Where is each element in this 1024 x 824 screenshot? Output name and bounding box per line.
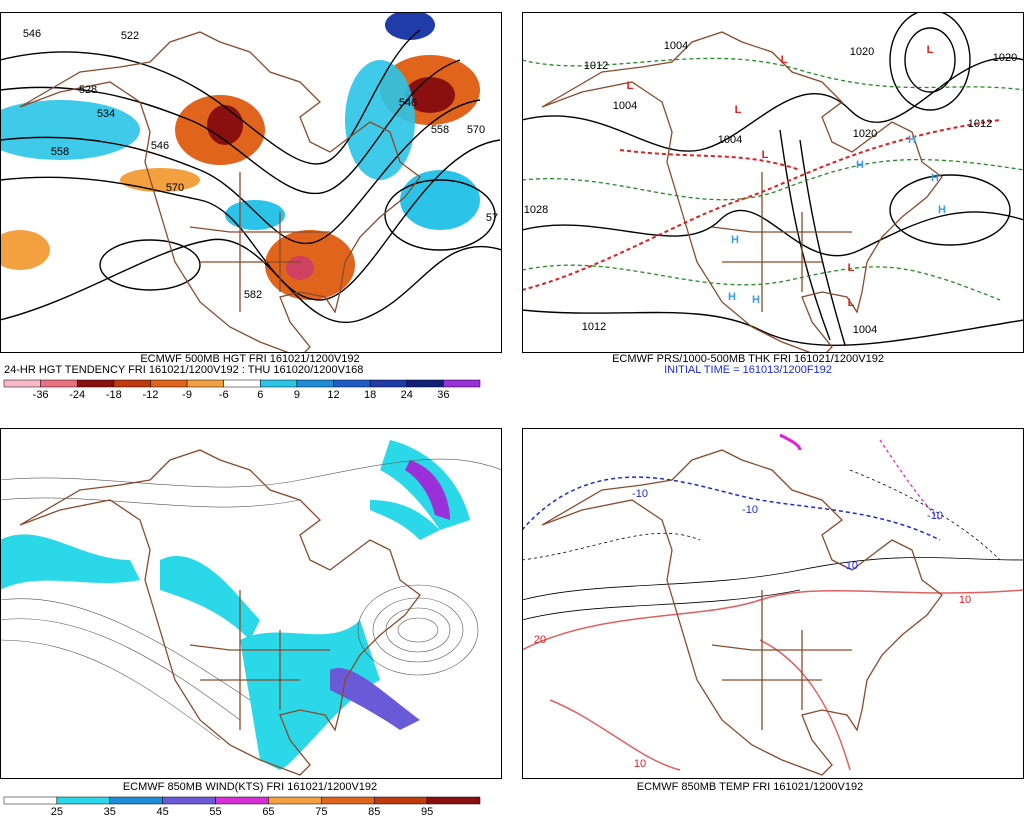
- contour-label: 1020: [853, 128, 877, 140]
- panel-mslp: [522, 12, 1024, 352]
- panel-500mb: [0, 12, 502, 352]
- caption: ECMWF 500MB HGT FRI 161021/1200V192: [140, 353, 359, 365]
- contour-label: 1004: [718, 134, 742, 146]
- pressure-center: H: [938, 204, 946, 216]
- colorbar-cell: [186, 379, 224, 388]
- colorbar-cell: [76, 379, 115, 388]
- contour-label: 570: [166, 182, 184, 194]
- contour-label: 1020: [993, 52, 1017, 64]
- colorbar-label: 35: [104, 806, 116, 818]
- pressure-center: H: [856, 159, 864, 171]
- pressure-center: L: [848, 262, 855, 274]
- colorbar-label: 24: [401, 389, 413, 401]
- colorbar-label: -18: [106, 389, 122, 401]
- colorbar-label: 18: [364, 389, 376, 401]
- colorbar-label: -36: [33, 389, 49, 401]
- colorbar-cell: [406, 379, 444, 388]
- colorbar-label: 25: [51, 806, 63, 818]
- colorbar-label: 9: [294, 389, 300, 401]
- colorbar-label: -9: [182, 389, 192, 401]
- colorbar-label: 85: [368, 806, 380, 818]
- colorbar-label: -12: [143, 389, 159, 401]
- colorbar-cell: [3, 796, 58, 805]
- pressure-center: L: [781, 54, 788, 66]
- colorbar-cell: [321, 796, 375, 805]
- pressure-center: H: [731, 234, 739, 246]
- contour-label: 528: [79, 84, 97, 96]
- colorbar-label: 95: [421, 806, 433, 818]
- colorbar-label: 65: [262, 806, 274, 818]
- caption: INITIAL TIME = 161013/1200F192: [664, 364, 832, 376]
- contour-label: 1004: [853, 324, 877, 336]
- contour-label: 1012: [584, 60, 608, 72]
- colorbar-cell: [113, 379, 151, 388]
- pressure-center: L: [762, 149, 769, 161]
- pressure-center: L: [627, 80, 634, 92]
- contour-label: 558: [431, 124, 449, 136]
- contour-label: 10: [634, 758, 646, 770]
- contour-label: -10: [632, 488, 648, 500]
- colorbar-cell: [268, 796, 322, 805]
- caption: ECMWF 850MB WIND(KTS) FRI 161021/1200V19…: [123, 781, 377, 793]
- pressure-center: L: [848, 297, 855, 309]
- colorbar-label: -6: [219, 389, 229, 401]
- contour-label: 546: [23, 28, 41, 40]
- contour-label: 1004: [613, 100, 637, 112]
- contour-label: 522: [121, 30, 139, 42]
- panel-frame: [0, 12, 502, 353]
- colorbar-label: 45: [157, 806, 169, 818]
- contour-label: 20: [534, 634, 546, 646]
- caption: ECMWF 850MB TEMP FRI 161021/1200V192: [637, 781, 863, 793]
- contour-label: -10: [927, 510, 943, 522]
- contour-label: 546: [399, 97, 417, 109]
- contour-label: 57: [486, 212, 498, 224]
- colorbar-label: 36: [437, 389, 449, 401]
- pressure-center: L: [927, 44, 934, 56]
- colorbar-cell: [56, 796, 111, 805]
- colorbar-cell: [150, 379, 188, 388]
- contour-label: 546: [151, 140, 169, 152]
- contour-label: 534: [97, 108, 115, 120]
- contour-label: 570: [467, 124, 485, 136]
- contour-label: 1020: [850, 46, 874, 58]
- colorbar-cell: [373, 796, 428, 805]
- caption: ECMWF PRS/1000-500MB THK FRI 161021/1200…: [612, 353, 884, 365]
- contour-label: -10: [742, 504, 758, 516]
- panel-temp: [522, 428, 1024, 778]
- contour-label: -10: [842, 560, 858, 572]
- colorbar-cell: [369, 379, 408, 388]
- colorbar-label: 6: [257, 389, 263, 401]
- colorbar-cell: [443, 379, 481, 388]
- pressure-center: H: [931, 172, 939, 184]
- contour-label: 1028: [524, 204, 548, 216]
- colorbar-cell: [260, 379, 298, 388]
- contour-label: 1004: [664, 40, 688, 52]
- colorbar-label: 55: [209, 806, 221, 818]
- colorbar-cell: [223, 379, 261, 388]
- panel-wind: [0, 428, 502, 778]
- pressure-center: H: [752, 294, 760, 306]
- colorbar-cell: [333, 379, 371, 388]
- colorbar-cell: [162, 796, 216, 805]
- contour-label: 558: [51, 146, 69, 158]
- contour-label: 1012: [582, 321, 606, 333]
- contour-label: 1012: [968, 118, 992, 130]
- colorbar-cell: [109, 796, 163, 805]
- pressure-center: H: [728, 291, 736, 303]
- colorbar-label: -24: [69, 389, 85, 401]
- colorbar-cell: [296, 379, 334, 388]
- caption: 24-HR HGT TENDENCY FRI 161021/1200V192 :…: [4, 364, 363, 376]
- pressure-center: L: [735, 104, 742, 116]
- colorbar-cell: [3, 379, 41, 388]
- colorbar-cell: [40, 379, 78, 388]
- panel-frame: [0, 428, 502, 779]
- colorbar-cell: [426, 796, 481, 805]
- colorbar-label: 75: [315, 806, 327, 818]
- contour-label: 10: [959, 594, 971, 606]
- contour-label: 582: [244, 289, 262, 301]
- colorbar-cell: [215, 796, 269, 805]
- colorbar-label: 12: [327, 389, 339, 401]
- pressure-center: H: [908, 134, 916, 146]
